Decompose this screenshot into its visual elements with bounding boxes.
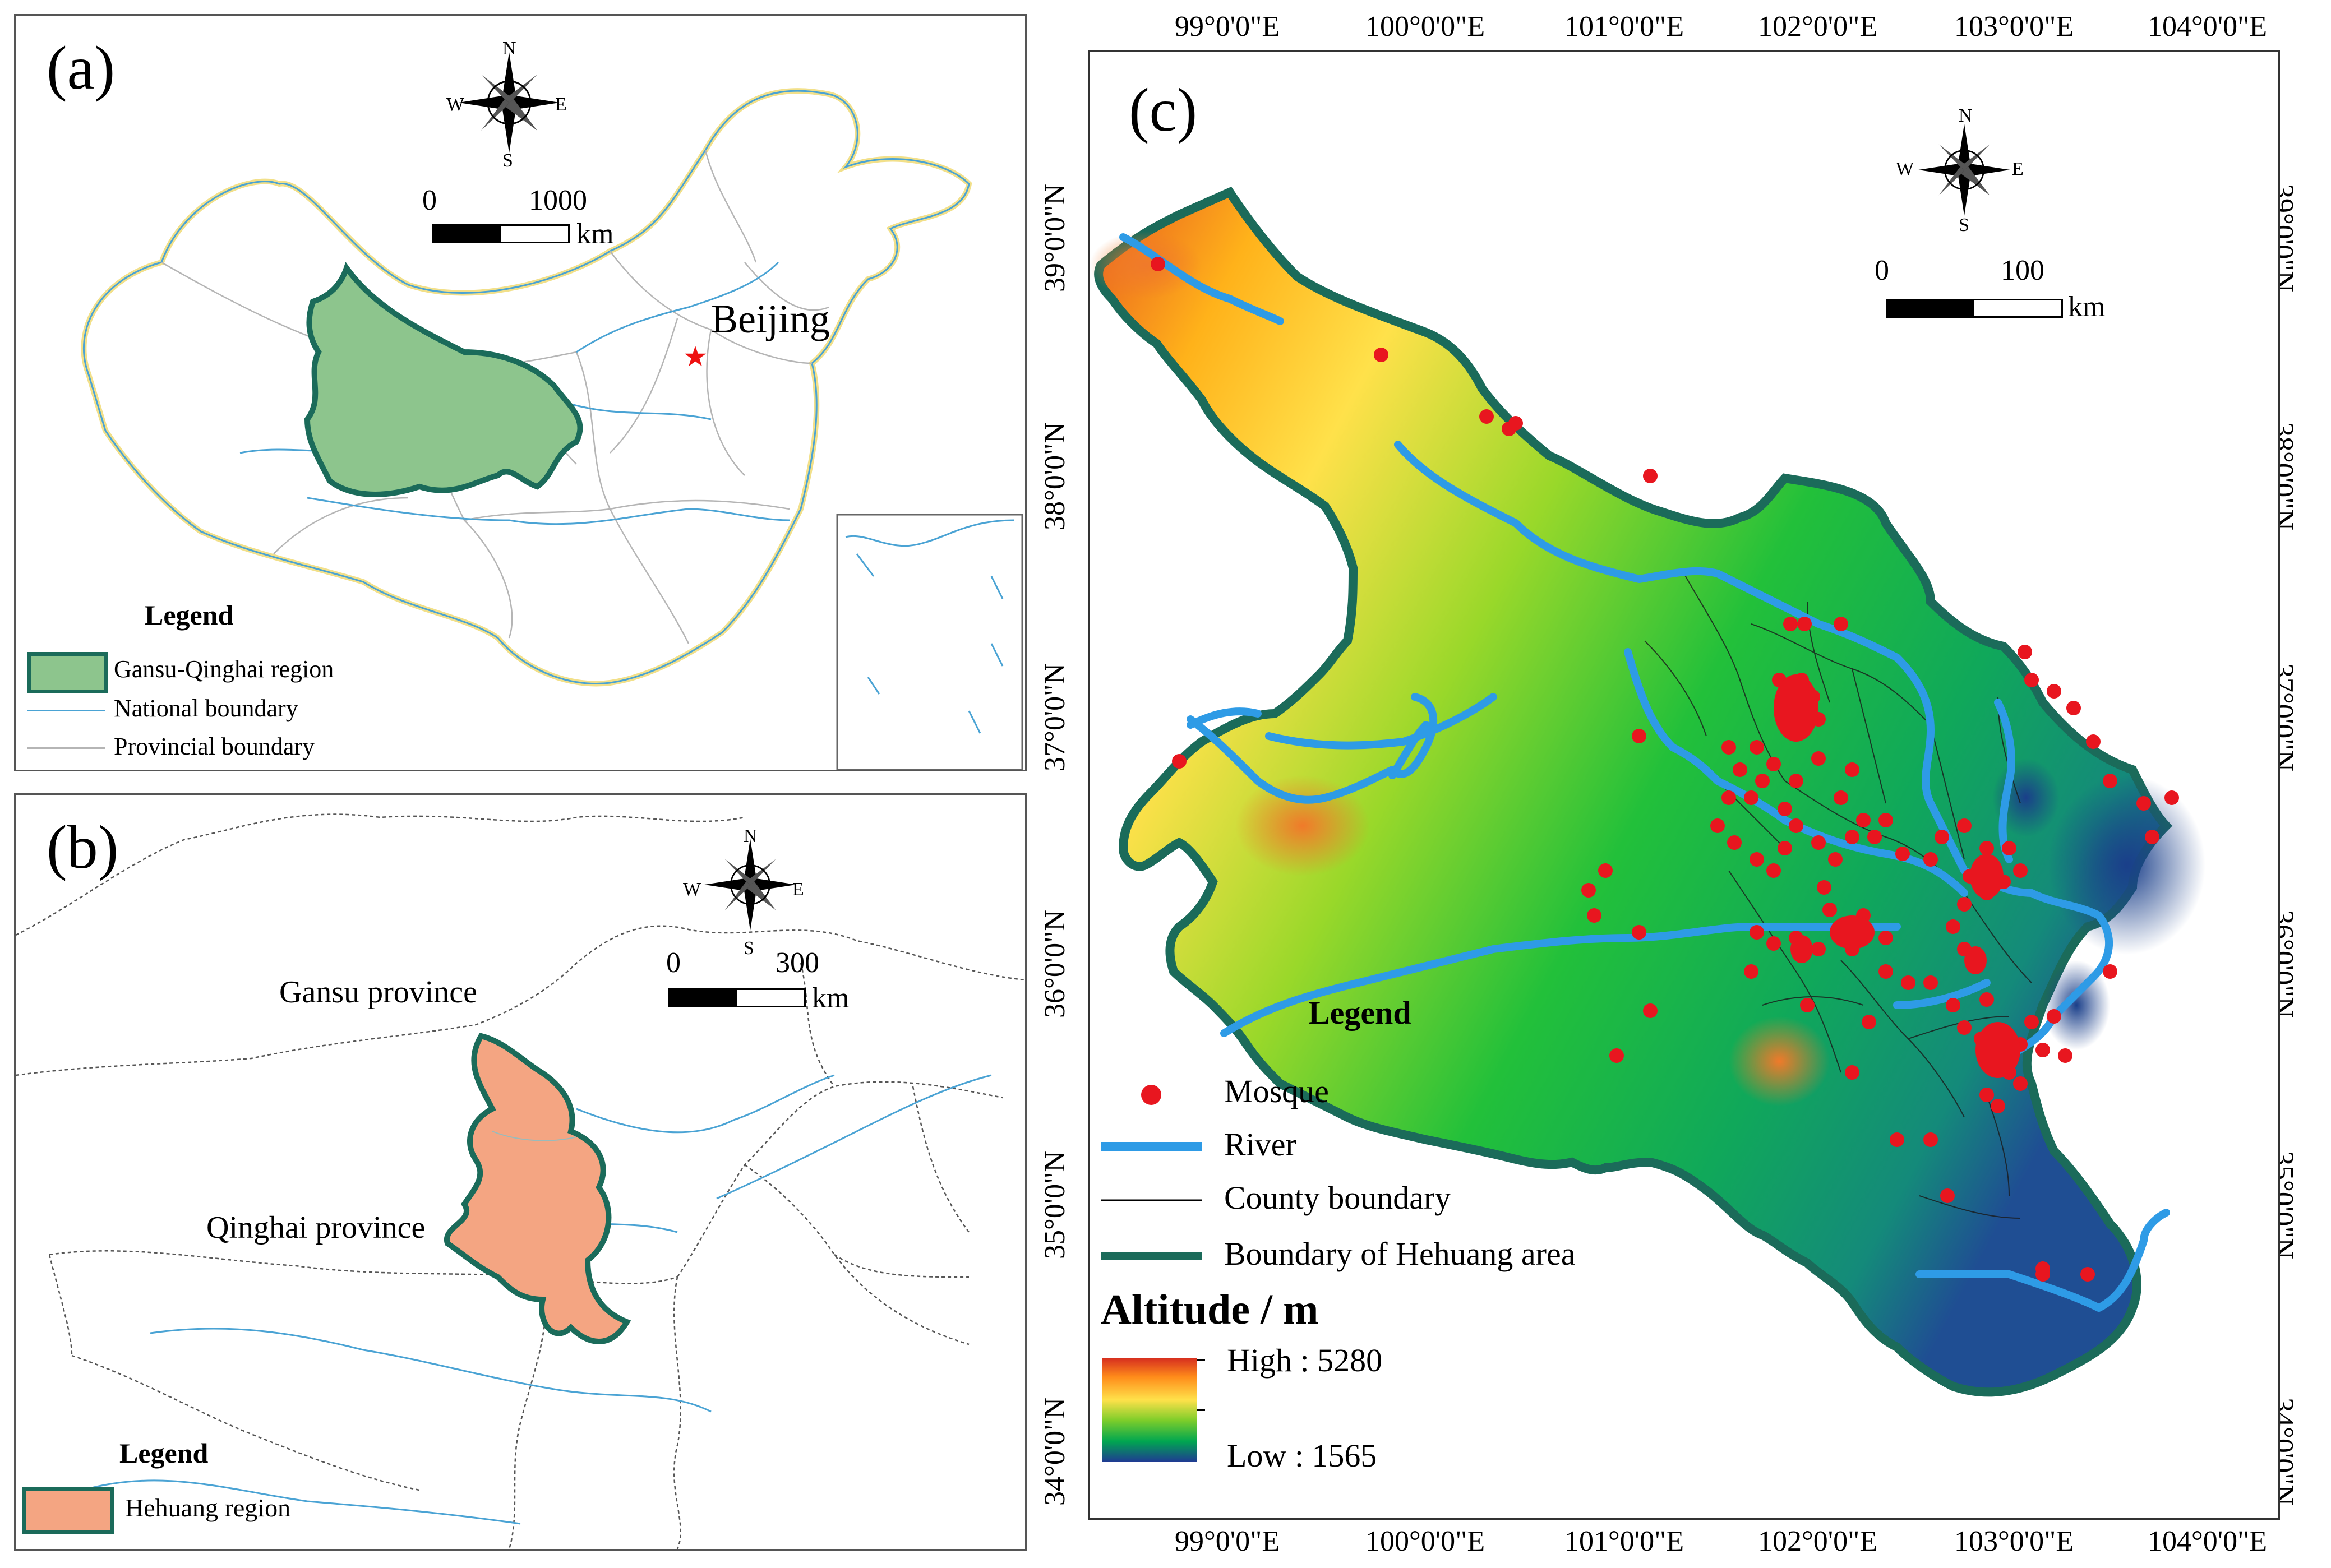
south-letter: S — [1959, 215, 1969, 235]
hehuang-altitude-map-svg — [1090, 186, 2205, 1397]
qinghai-province-label: Qinghai province — [206, 1210, 426, 1245]
north-arrow-b — [694, 829, 806, 941]
mosque-clusters — [1774, 674, 2020, 1078]
panel-b-label: (b) — [47, 813, 119, 881]
panel-c-label: (c) — [1129, 76, 1198, 144]
legend-label-mosque: Mosque — [1224, 1073, 1329, 1109]
compass-rose-icon — [459, 52, 560, 153]
legend-swatch-gansu-qinghai — [27, 652, 108, 693]
panel-c-hehuang-map: (c) N S E W 0 100 km Legend Mosque River… — [1088, 50, 2280, 1520]
compass-rose-icon — [704, 839, 796, 931]
altitude-color-ramp — [1102, 1358, 1197, 1462]
legend-label-boundary: Boundary of Hehuang area — [1224, 1236, 1576, 1272]
beijing-star-icon: ★ — [683, 341, 708, 372]
legend-swatch-hehuang — [22, 1487, 114, 1534]
panel-a-china-map: ★ (a) N S E W 0 1000 km Beijing Legend G… — [14, 14, 1027, 771]
scale-bar-b — [668, 988, 806, 1007]
north-letter: N — [1959, 105, 1973, 126]
lon-tick-bottom-101: 101°0'0"E — [1564, 1525, 1684, 1557]
gansu-province-label: Gansu province — [279, 975, 478, 1010]
legend-label-hehuang: Hehuang region — [125, 1493, 291, 1522]
north-arrow-a — [447, 41, 571, 164]
west-letter: W — [1896, 159, 1914, 179]
scale-unit-a: km — [576, 218, 614, 250]
panel-a-label: (a) — [47, 34, 116, 102]
lon-tick-top-100: 100°0'0"E — [1365, 11, 1485, 43]
lat-tick-left-39: 39°0'0"N — [1038, 184, 1071, 292]
gansu-qinghai-region — [304, 262, 583, 497]
hehuang-region-b — [444, 1033, 631, 1344]
legend-label-county: County boundary — [1224, 1180, 1451, 1216]
lat-tick-left-37: 37°0'0"N — [1038, 663, 1071, 771]
lat-tick-left-38: 38°0'0"N — [1038, 422, 1071, 530]
legend-title-b: Legend — [119, 1437, 209, 1469]
scale-max-c: 100 — [2001, 255, 2044, 286]
altitude-low-label: Low : 1565 — [1227, 1437, 1377, 1474]
lon-tick-top-99: 99°0'0"E — [1175, 11, 1280, 43]
scale-zero-c: 0 — [1875, 255, 1889, 286]
scale-zero-b: 0 — [666, 947, 681, 979]
lat-tick-left-34: 34°0'0"N — [1038, 1398, 1071, 1506]
south-china-sea-inset — [836, 514, 1023, 770]
legend-label-provincial: Provincial boundary — [114, 733, 315, 760]
lon-tick-bottom-102: 102°0'0"E — [1758, 1525, 1878, 1557]
scale-max-b: 300 — [776, 947, 819, 979]
legend-label-gansu-qinghai: Gansu-Qinghai region — [114, 655, 334, 683]
legend-title-a: Legend — [145, 599, 234, 631]
china-map-svg: ★ — [81, 88, 1023, 770]
west-letter: W — [683, 879, 701, 900]
county-boundaries — [1644, 573, 2032, 1219]
east-letter: E — [2012, 159, 2024, 179]
lon-tick-top-104: 104°0'0"E — [2148, 11, 2268, 43]
lon-tick-bottom-104: 104°0'0"E — [2148, 1525, 2268, 1557]
lon-tick-bottom-103: 103°0'0"E — [1954, 1525, 2074, 1557]
west-letter: W — [446, 94, 465, 115]
legend-title-c: Legend — [1308, 995, 1411, 1031]
beijing-label: Beijing — [711, 297, 830, 341]
scale-max-a: 1000 — [529, 184, 587, 216]
legend-line-provincial — [27, 747, 105, 749]
scale-zero-a: 0 — [422, 184, 437, 216]
lon-tick-top-103: 103°0'0"E — [1954, 11, 2074, 43]
north-letter: N — [744, 826, 758, 847]
altitude-title: Altitude / m — [1101, 1286, 1319, 1333]
rivers-b — [82, 1074, 992, 1525]
lon-tick-bottom-99: 99°0'0"E — [1175, 1525, 1280, 1557]
south-letter: S — [502, 150, 513, 171]
legend-mosque-symbol — [1141, 1085, 1161, 1105]
lat-tick-left-35: 35°0'0"N — [1038, 1151, 1071, 1259]
legend-label-national: National boundary — [114, 695, 298, 722]
south-letter: S — [744, 938, 754, 959]
legend-line-national — [27, 710, 105, 711]
lat-tick-left-36: 36°0'0"N — [1038, 910, 1071, 1018]
north-letter: N — [502, 38, 516, 59]
scale-unit-c: km — [2068, 291, 2106, 323]
ramp-tick-top — [1197, 1359, 1205, 1361]
scale-unit-b: km — [812, 982, 850, 1014]
lon-tick-bottom-100: 100°0'0"E — [1365, 1525, 1485, 1557]
ramp-tick-mid — [1197, 1409, 1205, 1411]
panel-b-gansu-qinghai-map: (b) N S E W 0 300 km Gansu province Qing… — [14, 793, 1027, 1551]
east-letter: E — [792, 879, 804, 900]
east-letter: E — [555, 94, 567, 115]
scale-bar-a — [432, 224, 570, 243]
gansu-qinghai-map-svg — [16, 813, 1025, 1549]
hehuang-area-shape — [1094, 186, 2173, 1397]
lon-tick-top-101: 101°0'0"E — [1564, 11, 1684, 43]
legend-label-river: River — [1224, 1126, 1296, 1163]
scale-bar-c — [1886, 299, 2063, 318]
altitude-high-label: High : 5280 — [1227, 1342, 1383, 1379]
north-arrow-c — [1908, 114, 2020, 226]
compass-rose-icon — [1918, 124, 2010, 216]
lon-tick-top-102: 102°0'0"E — [1758, 11, 1878, 43]
